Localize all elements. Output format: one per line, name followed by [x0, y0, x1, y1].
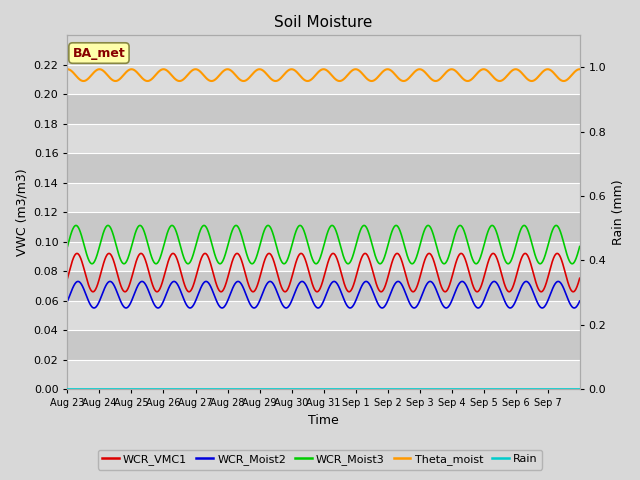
- Text: BA_met: BA_met: [72, 47, 125, 60]
- Bar: [67, 65, 580, 94]
- Y-axis label: VWC (m3/m3): VWC (m3/m3): [15, 168, 28, 256]
- Bar: [67, 124, 580, 153]
- X-axis label: Time: Time: [308, 414, 339, 427]
- Legend: WCR_VMC1, WCR_Moist2, WCR_Moist3, Theta_moist, Rain: WCR_VMC1, WCR_Moist2, WCR_Moist3, Theta_…: [97, 450, 543, 469]
- Bar: [67, 241, 580, 271]
- Bar: [67, 360, 580, 389]
- Bar: [67, 330, 580, 360]
- Title: Soil Moisture: Soil Moisture: [275, 15, 372, 30]
- Bar: [67, 153, 580, 183]
- Bar: [67, 271, 580, 300]
- Y-axis label: Rain (mm): Rain (mm): [612, 180, 625, 245]
- Bar: [67, 183, 580, 212]
- Bar: [67, 212, 580, 241]
- Bar: [67, 300, 580, 330]
- Bar: [67, 94, 580, 124]
